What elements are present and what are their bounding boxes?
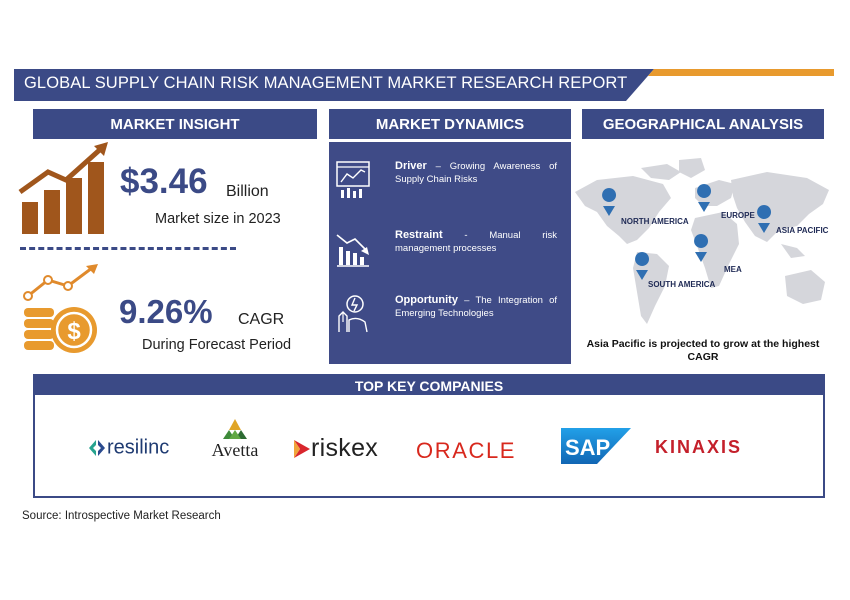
top-key-companies-panel: TOP KEY COMPANIES resilinc Avetta riskex… — [33, 374, 825, 498]
kinaxis-logo: KINAXIS — [655, 437, 743, 457]
map-markers — [602, 184, 772, 280]
top-key-companies-header: TOP KEY COMPANIES — [35, 376, 823, 395]
opportunity-separator: – — [457, 295, 476, 306]
market-size-unit: Billion — [226, 183, 269, 200]
avetta-logo: Avetta — [203, 418, 267, 461]
innovation-hand-icon — [338, 295, 368, 333]
region-label-europe: EUROPE — [721, 211, 755, 220]
region-label-north-america: NORTH AMERICA — [621, 217, 689, 226]
region-label-asia-pacific: ASIA PACIFIC — [776, 226, 829, 235]
restraint-description: Manual risk management processes — [395, 230, 557, 254]
riskex-wordmark: riskex — [311, 434, 379, 462]
market-size-label: Market size in 2023 — [155, 211, 281, 227]
growth-bar-chart-icon — [18, 142, 108, 234]
driver-separator: – — [426, 161, 450, 172]
resilinc-wordmark: resilinc — [107, 436, 170, 459]
riskex-mark-icon — [294, 439, 310, 458]
market-dynamics-panel: Driver – Growing Awareness of Supply Cha… — [329, 142, 571, 364]
geographical-analysis-header: GEOGRAPHICAL ANALYSIS — [582, 109, 824, 139]
resilinc-logo: resilinc — [87, 436, 169, 460]
riskex-logo: riskex — [293, 434, 378, 463]
market-dynamics-header: MARKET DYNAMICS — [329, 109, 571, 139]
driver-description: Growing Awareness of Supply Chain Risks — [395, 161, 558, 185]
coin-growth-icon: $ — [23, 264, 98, 353]
cagr-value: 9.26% — [119, 293, 213, 330]
driver-text: Driver – Growing Awareness of Supply Cha… — [395, 160, 557, 186]
resilinc-mark-icon — [89, 440, 105, 456]
title-band-graphic — [14, 69, 834, 101]
geo-highlight-note: Asia Pacific is projected to grow at the… — [586, 338, 820, 363]
source-note: Source: Introspective Market Research — [22, 510, 221, 522]
avetta-wordmark: Avetta — [211, 440, 259, 460]
cagr-unit: CAGR — [238, 311, 285, 328]
driver-title: Driver — [395, 160, 427, 172]
region-label-south-america: SOUTH AMERICA — [648, 280, 716, 289]
opportunity-item: Opportunity – The Integration of Emergin… — [329, 294, 571, 354]
restraint-separator: - — [442, 230, 490, 241]
sap-logo: SAP — [561, 428, 631, 469]
oracle-logo: ORACLE — [416, 438, 517, 463]
restraint-title: Restraint — [395, 229, 443, 241]
restraint-text: Restraint - Manual risk management proce… — [395, 229, 557, 255]
declining-bars-icon — [336, 234, 369, 267]
driver-item: Driver – Growing Awareness of Supply Cha… — [329, 160, 571, 220]
sap-mark-icon: SAP — [561, 428, 631, 464]
insight-divider — [20, 247, 236, 250]
sap-wordmark: SAP — [565, 435, 610, 460]
region-label-mea: MEA — [724, 265, 742, 274]
opportunity-text: Opportunity – The Integration of Emergin… — [395, 294, 557, 320]
cagr-label: During Forecast Period — [142, 337, 292, 353]
opportunity-title: Opportunity — [395, 294, 458, 306]
market-insight-header: MARKET INSIGHT — [33, 109, 317, 139]
svg-text:$: $ — [67, 318, 81, 345]
world-map — [575, 158, 829, 324]
market-size-value: $3.46 — [120, 162, 208, 201]
avetta-mark-icon — [223, 419, 247, 439]
report-title-bar: GLOBAL SUPPLY CHAIN RISK MANAGEMENT MARK… — [14, 69, 834, 101]
report-title: GLOBAL SUPPLY CHAIN RISK MANAGEMENT MARK… — [24, 74, 628, 92]
opportunity-description: The Integration of Emerging Technologies — [395, 295, 558, 319]
chart-monitor-icon — [336, 161, 370, 198]
restraint-item: Restraint - Manual risk management proce… — [329, 229, 571, 289]
